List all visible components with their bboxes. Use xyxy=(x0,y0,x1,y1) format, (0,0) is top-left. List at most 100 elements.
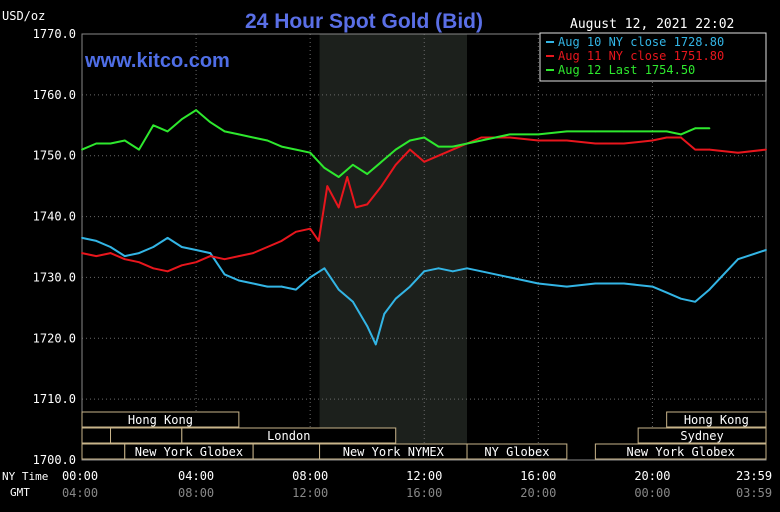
data-point xyxy=(180,264,183,267)
data-point xyxy=(651,139,654,142)
session-bar-label: New York NYMEX xyxy=(343,445,445,459)
legend-entry: Aug 10 NY close 1728.80 xyxy=(558,35,724,49)
data-point xyxy=(223,258,226,261)
chart-title: 24 Hour Spot Gold (Bid) xyxy=(245,10,483,33)
data-point xyxy=(266,139,269,142)
data-point xyxy=(383,313,386,315)
data-point xyxy=(309,227,312,230)
session-bar-label: Hong Kong xyxy=(684,413,749,427)
data-point xyxy=(337,176,340,178)
data-point xyxy=(651,285,654,288)
data-point xyxy=(152,246,155,248)
session-bar-label: New York Globex xyxy=(135,445,243,459)
data-point xyxy=(237,279,240,282)
x-axis-ticks: 00:00 04:00 04:00 08:00 08:00 12:00 12:00 16:00… xyxy=(62,469,772,500)
data-point xyxy=(309,276,312,279)
y-tick-label: 1750.0 xyxy=(33,149,76,163)
data-point xyxy=(394,163,397,166)
timestamp: August 12, 2021 22:02 xyxy=(570,17,734,32)
data-point xyxy=(565,139,568,142)
data-point xyxy=(81,236,83,239)
data-point xyxy=(366,203,369,206)
y-tick-label: 1770.0 xyxy=(33,27,76,41)
data-point xyxy=(680,133,682,136)
data-point xyxy=(480,136,483,139)
data-point xyxy=(423,270,426,273)
data-point xyxy=(451,148,454,151)
y-tick-label: 1760.0 xyxy=(33,88,76,102)
series-line-1 xyxy=(81,236,767,346)
ny-time-label: NY Time xyxy=(2,470,48,483)
x-tick-label-ny: 23:59 xyxy=(736,469,772,483)
data-point xyxy=(81,148,83,151)
data-point xyxy=(380,160,383,163)
x-tick-label-gmt: 20:00 xyxy=(520,486,556,500)
data-point xyxy=(366,173,369,175)
data-point xyxy=(166,236,169,239)
data-point xyxy=(451,270,454,273)
data-point xyxy=(708,288,711,291)
data-point xyxy=(622,282,625,285)
data-point xyxy=(737,258,739,261)
data-point xyxy=(765,249,767,251)
watermark: www.kitco.com xyxy=(84,50,230,72)
data-point xyxy=(508,133,511,136)
data-point xyxy=(138,148,140,151)
data-point xyxy=(123,139,126,142)
data-point xyxy=(195,249,197,251)
data-point xyxy=(409,139,411,142)
data-point xyxy=(138,261,140,264)
data-point xyxy=(366,325,369,328)
data-point xyxy=(354,206,357,209)
data-point xyxy=(209,255,212,258)
nymex-session-shade xyxy=(319,34,468,460)
legend-entry: Aug 11 NY close 1751.80 xyxy=(558,49,724,63)
data-point xyxy=(508,136,511,139)
data-point xyxy=(680,136,682,139)
session-bar-label: London xyxy=(267,429,310,443)
data-point xyxy=(95,255,98,258)
data-point xyxy=(466,267,468,270)
data-point xyxy=(337,206,340,209)
data-point xyxy=(166,270,169,273)
data-point xyxy=(694,127,697,130)
y-tick-label: 1740.0 xyxy=(33,210,76,224)
data-point xyxy=(138,252,140,254)
data-point xyxy=(317,240,320,242)
data-point xyxy=(622,142,625,145)
data-point xyxy=(326,185,329,188)
data-point xyxy=(109,252,112,254)
legend-entry: Aug 12 Last 1754.50 xyxy=(558,63,695,77)
data-point xyxy=(451,145,454,148)
data-point xyxy=(508,276,511,279)
data-point xyxy=(266,285,269,288)
data-point xyxy=(409,285,411,288)
x-tick-label-gmt: 16:00 xyxy=(406,486,442,500)
x-tick-label-gmt: 00:00 xyxy=(634,486,670,500)
data-point xyxy=(295,148,297,151)
data-point xyxy=(95,240,98,242)
plot-frame xyxy=(81,33,767,461)
data-point xyxy=(594,282,597,285)
data-point xyxy=(394,148,397,151)
data-point xyxy=(166,130,169,133)
x-tick-label-gmt: 04:00 xyxy=(62,486,98,500)
legend-box xyxy=(539,32,767,82)
data-point xyxy=(665,136,668,139)
data-point xyxy=(437,154,440,157)
data-point xyxy=(209,252,212,254)
session-bar xyxy=(666,411,767,428)
series-lines xyxy=(81,109,767,346)
data-point xyxy=(123,258,126,261)
data-point xyxy=(252,136,255,139)
data-point xyxy=(223,273,226,276)
data-point xyxy=(81,252,83,254)
data-point xyxy=(737,151,739,154)
x-tick-label-ny: 04:00 xyxy=(178,469,214,483)
data-point xyxy=(323,166,326,169)
data-point xyxy=(337,288,340,291)
data-point xyxy=(651,130,654,133)
data-point xyxy=(394,297,397,300)
session-bar-label: Sydney xyxy=(680,429,723,443)
